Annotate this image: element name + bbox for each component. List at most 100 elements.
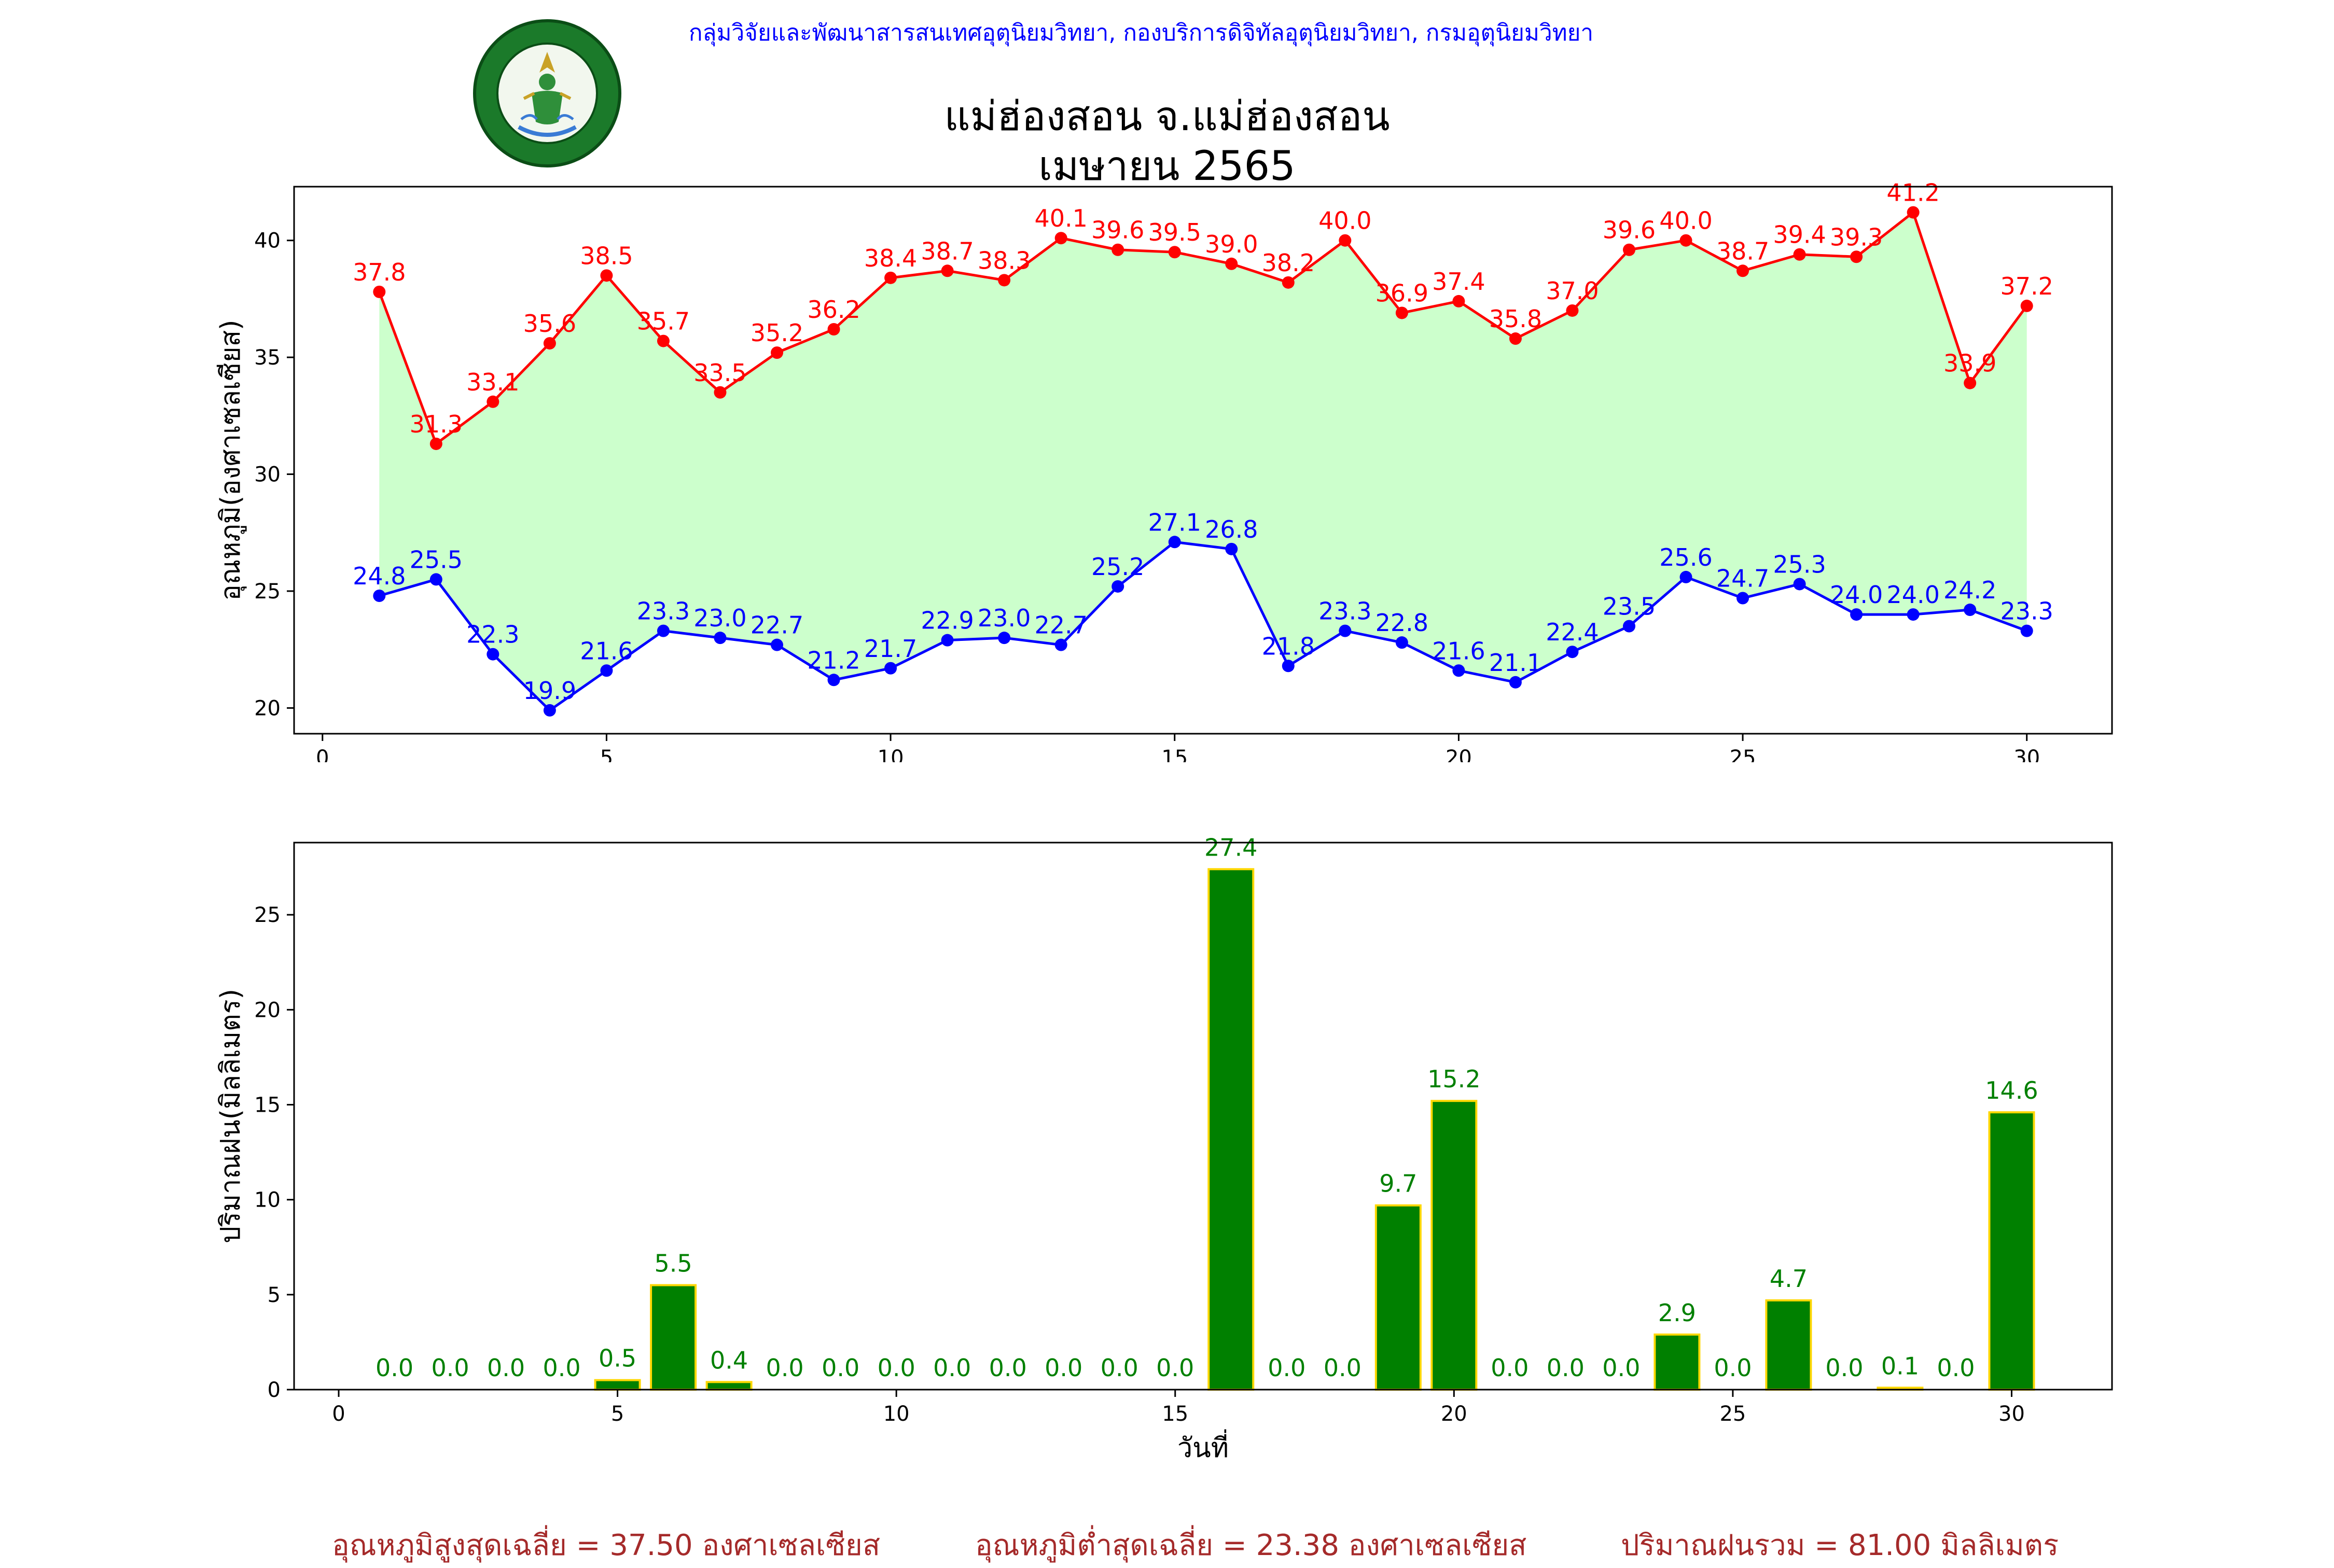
- plot-frame: [293, 842, 2113, 1391]
- rain-bar-label: 0.1: [1881, 1352, 1919, 1380]
- data-label-min: 25.3: [1773, 550, 1826, 578]
- data-point-min: [1395, 636, 1408, 649]
- plot-frame: [293, 186, 2113, 735]
- data-point-max: [771, 346, 784, 359]
- data-label-max: 36.2: [807, 296, 860, 324]
- data-point-max: [827, 323, 840, 336]
- data-point-min: [1112, 580, 1124, 593]
- data-label-max: 39.6: [1603, 216, 1656, 244]
- data-label-max: 33.5: [693, 359, 746, 387]
- rain-bar-label: 14.6: [1985, 1076, 2038, 1104]
- x-tick-label: 10: [878, 746, 904, 762]
- rain-bar-label: 0.0: [1491, 1354, 1529, 1382]
- chart-title-period: เมษายน 2565: [1038, 143, 1296, 190]
- data-point-max: [1622, 243, 1635, 256]
- data-label-min: 22.7: [1034, 611, 1087, 639]
- rain-bar-label: 0.0: [766, 1354, 804, 1382]
- data-label-min: 22.8: [1376, 609, 1428, 637]
- data-point-max: [373, 285, 386, 298]
- data-point-min: [373, 589, 386, 602]
- data-label-min: 24.0: [1886, 581, 1939, 609]
- data-point-max: [2020, 299, 2033, 312]
- data-label-min: 24.0: [1830, 581, 1883, 609]
- y-tick-label: 5: [268, 1283, 281, 1307]
- data-label-max: 38.4: [864, 244, 917, 272]
- rain-bar: [1654, 1333, 1701, 1391]
- rain-bar-label: 15.2: [1427, 1065, 1480, 1093]
- y-tick-label: 40: [254, 229, 281, 253]
- data-point-min: [1907, 608, 1920, 621]
- data-label-max: 37.0: [1546, 277, 1599, 305]
- data-point-max: [714, 386, 727, 399]
- rain-bar-label: 0.4: [710, 1346, 748, 1374]
- data-label-max: 38.7: [1716, 237, 1769, 265]
- data-label-min: 22.3: [466, 621, 519, 649]
- data-label-max: 38.2: [1262, 249, 1315, 277]
- data-label-max: 40.0: [1659, 207, 1712, 235]
- data-point-min: [998, 632, 1011, 645]
- y-tick-label: 30: [254, 463, 281, 487]
- rain-bar-label: 0.0: [431, 1354, 469, 1382]
- data-label-min: 26.8: [1205, 515, 1258, 543]
- rain-bar-label: 0.0: [1324, 1354, 1362, 1382]
- data-point-max: [998, 274, 1011, 287]
- rain-bar-label: 0.0: [933, 1354, 971, 1382]
- rain-bar-label: 5.5: [655, 1250, 692, 1278]
- data-label-min: 23.5: [1603, 593, 1656, 621]
- rain-bar-label: 0.0: [1547, 1354, 1585, 1382]
- rain-bar-label: 2.9: [1658, 1299, 1696, 1327]
- rain-bar-label: 0.0: [878, 1354, 915, 1382]
- data-point-min: [1622, 620, 1635, 633]
- data-point-max: [1566, 304, 1579, 317]
- data-label-min: 21.1: [1489, 649, 1542, 677]
- data-point-max: [1395, 306, 1408, 319]
- data-label-min: 23.3: [1318, 597, 1371, 625]
- rain-bar: [1374, 1204, 1422, 1391]
- x-tick-label: 20: [1441, 1402, 1467, 1426]
- data-point-min: [1509, 676, 1522, 689]
- y-tick-label: 0: [268, 1378, 281, 1402]
- data-label-max: 36.9: [1376, 279, 1428, 307]
- data-point-max: [1850, 250, 1863, 263]
- data-label-min: 24.2: [1943, 576, 1996, 604]
- rain-bar-label: 0.0: [487, 1354, 525, 1382]
- data-point-max: [1736, 264, 1749, 277]
- y-tick-label: 35: [254, 346, 281, 370]
- rain-bar-label: 0.0: [822, 1354, 859, 1382]
- y-tick-label: 20: [254, 998, 281, 1022]
- rain-bar: [594, 1379, 641, 1391]
- data-label-min: 22.7: [751, 611, 803, 639]
- rainfall-chart: 0.0 0.0 0.0 0.0 0.5 5.5 0.4 0.0 0.0 0.0 0.0 0.0 0.0 0…: [215, 833, 2113, 1464]
- data-label-min: 21.2: [807, 646, 860, 674]
- x-axis-label: วันที่: [1177, 1429, 1229, 1464]
- x-tick-label: 0: [316, 746, 329, 762]
- data-point-max: [1225, 257, 1238, 270]
- data-point-max: [1964, 376, 1977, 389]
- data-label-min: 23.3: [637, 597, 690, 625]
- data-point-max: [487, 395, 499, 408]
- data-label-min: 21.6: [1432, 637, 1485, 665]
- data-label-min: 21.6: [580, 637, 633, 665]
- data-label-max: 35.8: [1489, 305, 1542, 333]
- data-label-min: 25.2: [1091, 553, 1144, 581]
- data-point-max: [600, 269, 613, 282]
- data-label-min: 19.9: [523, 677, 576, 705]
- data-label-max: 38.5: [580, 242, 633, 270]
- data-label-min: 21.8: [1262, 632, 1315, 660]
- x-tick-label: 25: [1730, 746, 1756, 762]
- organization-credit: กลุ่มวิจัยและพัฒนาสารสนเทศอุตุนิยมวิทยา,…: [688, 20, 1594, 46]
- data-point-max: [1112, 243, 1124, 256]
- data-label-min: 24.7: [1716, 565, 1769, 593]
- data-label-max: 38.7: [921, 237, 974, 265]
- data-point-max: [884, 271, 897, 284]
- data-label-min: 24.8: [353, 562, 406, 590]
- rain-bar-label: 4.7: [1770, 1265, 1808, 1293]
- x-tick-label: 5: [611, 1402, 624, 1426]
- y-tick-label: 15: [254, 1094, 281, 1117]
- rain-bar-label: 0.0: [989, 1354, 1027, 1382]
- data-point-min: [2020, 624, 2033, 637]
- data-point-min: [714, 632, 727, 645]
- data-label-min: 21.7: [864, 635, 917, 663]
- data-point-min: [827, 674, 840, 687]
- data-point-min: [1452, 664, 1465, 677]
